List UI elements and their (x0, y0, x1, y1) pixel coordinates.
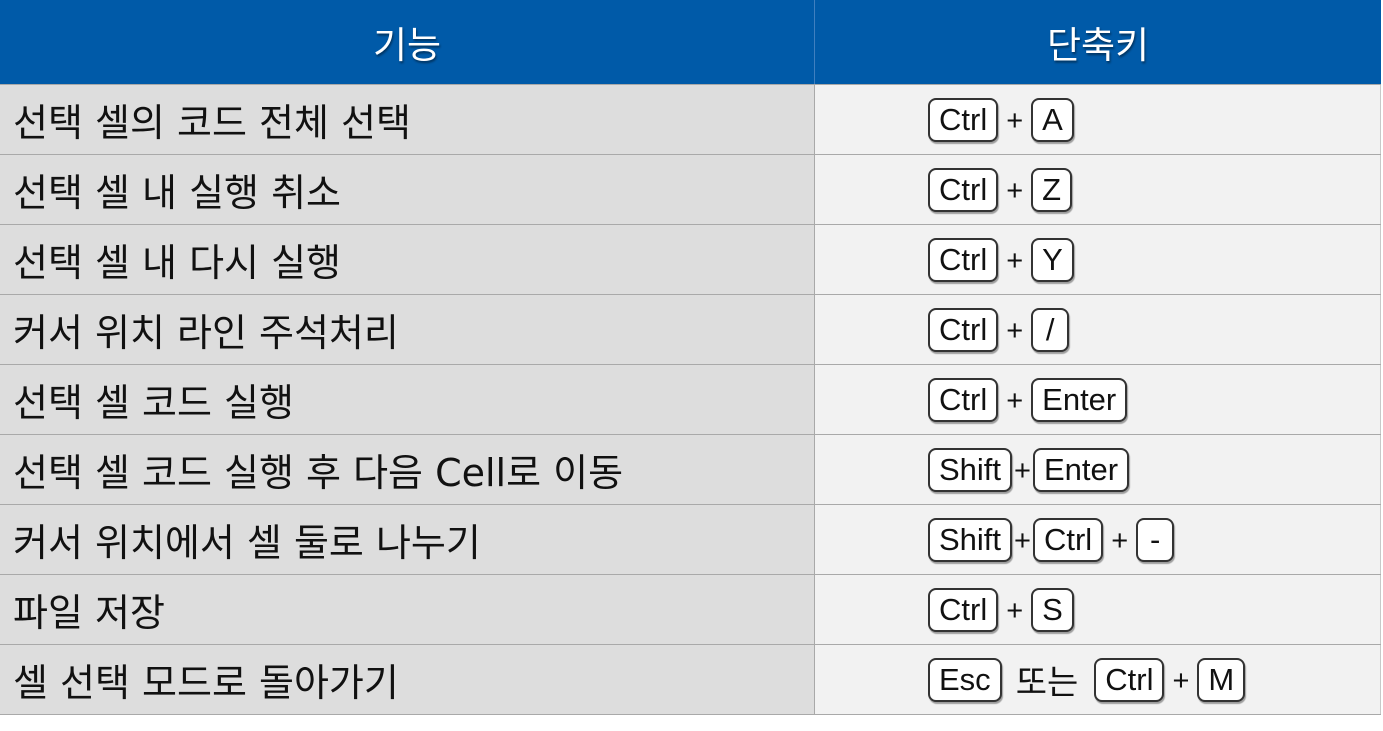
feature-cell: 선택 셀 코드 실행 후 다음 Cell로 이동 (0, 435, 815, 504)
table-header: 기능 단축키 (0, 0, 1381, 84)
key-cap: Ctrl (928, 167, 999, 212)
table-row: 선택 셀의 코드 전체 선택 Ctrl + A (0, 84, 1381, 154)
shortcut-table: 기능 단축키 선택 셀의 코드 전체 선택 Ctrl + A 선택 셀 내 실행… (0, 0, 1381, 715)
plus-sign: + (1006, 105, 1024, 137)
table-row: 선택 셀 코드 실행 Ctrl + Enter (0, 364, 1381, 434)
feature-cell: 선택 셀 코드 실행 (0, 365, 815, 434)
key-cap: - (1136, 517, 1175, 562)
feature-cell: 커서 위치에서 셀 둘로 나누기 (0, 505, 815, 574)
feature-cell: 선택 셀의 코드 전체 선택 (0, 85, 815, 154)
table-row: 커서 위치에서 셀 둘로 나누기 Shift + Ctrl + - (0, 504, 1381, 574)
shortcut-cell: Ctrl + A (815, 85, 1381, 154)
key-cap: / (1031, 307, 1070, 352)
shortcut-cell: Shift + Ctrl + - (815, 505, 1381, 574)
key-cap: Ctrl (1094, 657, 1165, 702)
header-shortcut: 단축키 (1046, 24, 1150, 67)
feature-cell: 선택 셀 내 다시 실행 (0, 225, 815, 294)
key-cap: M (1197, 657, 1246, 702)
shortcut-cell: Esc 또는 Ctrl + M (815, 645, 1381, 714)
plus-sign: + (1014, 525, 1031, 557)
key-cap: Ctrl (928, 237, 999, 282)
table-row: 선택 셀 내 실행 취소 Ctrl + Z (0, 154, 1381, 224)
shortcut-cell: Ctrl + / (815, 295, 1381, 364)
key-cap: Z (1031, 167, 1073, 212)
feature-cell: 커서 위치 라인 주석처리 (0, 295, 815, 364)
key-cap: S (1031, 587, 1074, 632)
key-cap: Ctrl (928, 377, 999, 422)
key-cap: A (1031, 97, 1074, 142)
plus-sign: + (1006, 595, 1024, 627)
key-cap: Ctrl (928, 307, 999, 352)
table-row: 파일 저장 Ctrl + S (0, 574, 1381, 644)
table-row: 셀 선택 모드로 돌아가기 Esc 또는 Ctrl + M (0, 644, 1381, 715)
key-cap: Ctrl (928, 97, 999, 142)
shortcut-cell: Ctrl + Enter (815, 365, 1381, 434)
table-row: 커서 위치 라인 주석처리 Ctrl + / (0, 294, 1381, 364)
plus-sign: + (1111, 525, 1129, 557)
table-row: 선택 셀 코드 실행 후 다음 Cell로 이동 Shift + Enter (0, 434, 1381, 504)
key-cap: Ctrl (928, 587, 999, 632)
key-cap: Enter (1031, 377, 1128, 422)
shortcut-cell: Ctrl + Y (815, 225, 1381, 294)
key-cap: Ctrl (1032, 517, 1104, 562)
shortcut-cell: Shift + Enter (815, 435, 1381, 504)
key-cap: Enter (1032, 447, 1130, 492)
key-cap: Y (1031, 237, 1074, 282)
feature-cell: 선택 셀 내 실행 취소 (0, 155, 815, 224)
plus-sign: + (1006, 315, 1024, 347)
feature-cell: 셀 선택 모드로 돌아가기 (0, 645, 815, 714)
shortcut-cell: Ctrl + Z (815, 155, 1381, 224)
shortcut-cell: Ctrl + S (815, 575, 1381, 644)
header-feature: 기능 (0, 0, 815, 84)
plus-sign: + (1006, 385, 1024, 417)
table-row: 선택 셀 내 다시 실행 Ctrl + Y (0, 224, 1381, 294)
plus-sign: + (1172, 665, 1190, 697)
plus-sign: + (1006, 245, 1024, 277)
key-cap: Esc (928, 657, 1002, 702)
plus-sign: + (1006, 175, 1024, 207)
or-separator: 또는 (1015, 663, 1079, 703)
feature-cell: 파일 저장 (0, 575, 815, 644)
key-cap: Shift (928, 447, 1013, 492)
plus-sign: + (1014, 455, 1031, 487)
key-cap: Shift (928, 517, 1013, 562)
